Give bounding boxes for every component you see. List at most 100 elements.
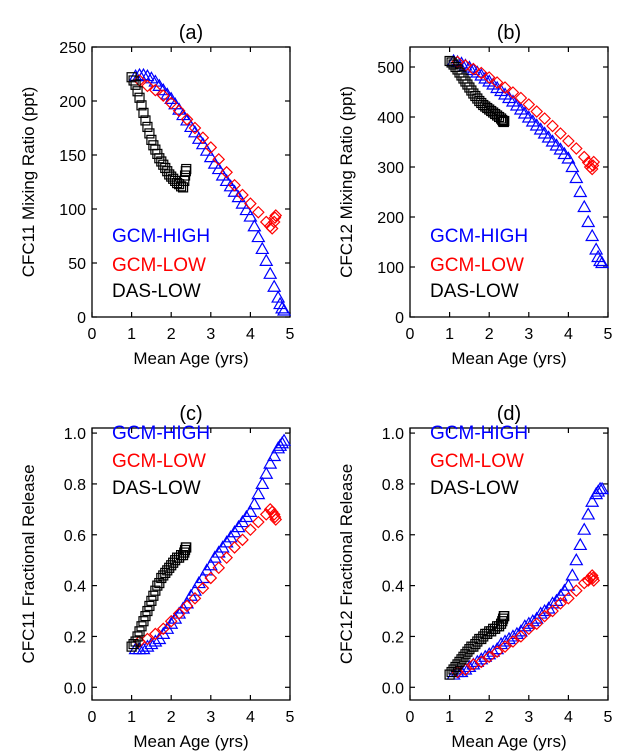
legend-entry-das-low: DAS-LOW bbox=[430, 281, 519, 302]
data-point-diamond bbox=[498, 81, 512, 94]
x-tick-label: 5 bbox=[286, 709, 295, 726]
data-point-triangle bbox=[251, 229, 266, 243]
y-tick-label: 50 bbox=[68, 256, 86, 273]
x-tick-label: 1 bbox=[127, 326, 136, 343]
data-point-triangle bbox=[263, 456, 278, 469]
data-point-square bbox=[499, 115, 510, 127]
y-tick-label: 1.0 bbox=[64, 426, 86, 443]
x-tick-label: 2 bbox=[167, 709, 176, 726]
data-point-square bbox=[497, 613, 509, 624]
data-point-square bbox=[179, 544, 191, 556]
legend-entry-gcm-high: GCM-HIGH bbox=[112, 423, 210, 444]
x-tick-label: 0 bbox=[406, 326, 415, 343]
series-gcm-low bbox=[451, 569, 601, 679]
y-tick-label: 0.8 bbox=[64, 477, 86, 494]
data-point-triangle bbox=[569, 552, 584, 566]
plot-frame bbox=[91, 46, 291, 318]
data-point-diamond bbox=[236, 533, 249, 547]
data-point-diamond bbox=[220, 165, 233, 179]
data-point-diamond bbox=[474, 655, 488, 669]
data-point-square bbox=[177, 182, 189, 193]
data-point-square bbox=[179, 175, 190, 187]
series-gcm-low bbox=[133, 74, 283, 235]
data-point-diamond bbox=[236, 188, 249, 202]
series-das-low bbox=[444, 55, 510, 128]
y-axis-label: CFC11 Mixing Ratio (ppt) bbox=[19, 87, 38, 278]
x-axis-label: Mean Age (yrs) bbox=[451, 732, 566, 751]
chart-panel-2: (b) 0 1 2 3 4 5 0 100 200 300 400 500 Mean Age (yrs) C… bbox=[337, 22, 613, 368]
series-gcm-low bbox=[451, 55, 601, 176]
plot-frame bbox=[409, 427, 609, 701]
data-point-square bbox=[140, 115, 151, 126]
data-point-diamond bbox=[586, 571, 600, 585]
data-point-triangle bbox=[581, 214, 596, 228]
data-point-diamond bbox=[220, 551, 233, 564]
data-point-square bbox=[176, 181, 187, 192]
data-point-diamond bbox=[562, 591, 575, 605]
x-tick-label: 3 bbox=[524, 709, 533, 726]
data-point-triangle bbox=[561, 578, 576, 591]
x-tick-label: 4 bbox=[246, 326, 255, 343]
data-point-triangle bbox=[247, 219, 262, 232]
legend-entry-gcm-low: GCM-LOW bbox=[112, 451, 206, 472]
data-point-square bbox=[181, 163, 192, 175]
data-point-square bbox=[181, 542, 192, 553]
data-point-diamond bbox=[149, 627, 162, 641]
x-tick-label: 0 bbox=[88, 709, 97, 726]
data-point-triangle bbox=[486, 644, 501, 657]
y-tick-label: 0.0 bbox=[382, 680, 404, 697]
data-point-square bbox=[130, 79, 141, 90]
data-point-diamond bbox=[514, 630, 528, 643]
data-point-diamond bbox=[204, 141, 218, 154]
data-point-diamond bbox=[269, 513, 283, 526]
data-point-diamond bbox=[522, 622, 536, 636]
data-point-diamond bbox=[172, 104, 186, 118]
data-point-triangle bbox=[255, 476, 270, 490]
data-point-triangle bbox=[239, 202, 254, 216]
legend-entry-gcm-high: GCM-HIGH bbox=[112, 226, 210, 247]
data-point-diamond bbox=[212, 561, 226, 575]
data-point-diamond bbox=[467, 62, 480, 76]
data-point-triangle bbox=[275, 301, 290, 314]
legend-entry-gcm-low: GCM-LOW bbox=[430, 451, 524, 472]
data-point-diamond bbox=[251, 205, 265, 219]
x-tick-label: 5 bbox=[604, 326, 613, 343]
x-tick-label: 4 bbox=[564, 326, 573, 343]
data-point-diamond bbox=[587, 574, 601, 587]
data-point-diamond bbox=[554, 597, 567, 610]
y-axis-label: CFC11 Fractional Release bbox=[19, 464, 38, 663]
data-point-triangle bbox=[247, 497, 262, 510]
legend-entry-gcm-high: GCM-HIGH bbox=[430, 226, 528, 247]
plot-frame bbox=[409, 46, 609, 318]
data-point-square bbox=[136, 100, 147, 111]
data-point-triangle bbox=[195, 136, 210, 150]
plot-frame bbox=[91, 427, 291, 701]
data-point-triangle bbox=[251, 486, 266, 500]
data-point-triangle bbox=[223, 179, 238, 192]
data-point-triangle bbox=[589, 242, 604, 255]
y-tick-label: 400 bbox=[377, 110, 404, 127]
y-tick-label: 200 bbox=[59, 94, 86, 111]
data-point-triangle bbox=[277, 433, 292, 446]
data-point-triangle bbox=[199, 143, 214, 156]
x-tick-label: 3 bbox=[206, 326, 215, 343]
chart-title: (d) bbox=[497, 403, 521, 425]
data-point-diamond bbox=[514, 91, 528, 105]
chart-title: (c) bbox=[179, 403, 202, 425]
data-point-triangle bbox=[565, 159, 580, 173]
data-point-diamond bbox=[149, 83, 162, 97]
data-point-triangle bbox=[577, 199, 592, 213]
data-point-diamond bbox=[530, 105, 544, 118]
x-tick-label: 2 bbox=[485, 326, 494, 343]
data-point-diamond bbox=[581, 574, 595, 587]
data-point-diamond bbox=[188, 591, 202, 605]
chart-panel-4: (d) 0 1 2 3 4 5 0.0 0.2 0.4 0.6 0.8 1.0 Mean Age (yrs… bbox=[337, 403, 613, 751]
data-point-triangle bbox=[573, 537, 588, 551]
data-point-diamond bbox=[251, 515, 265, 529]
data-point-triangle bbox=[227, 184, 242, 197]
data-point-triangle bbox=[203, 149, 218, 163]
x-tick-label: 2 bbox=[167, 326, 176, 343]
legend-entry-gcm-low: GCM-LOW bbox=[430, 255, 524, 276]
legend-entry-gcm-high: GCM-HIGH bbox=[430, 423, 528, 444]
